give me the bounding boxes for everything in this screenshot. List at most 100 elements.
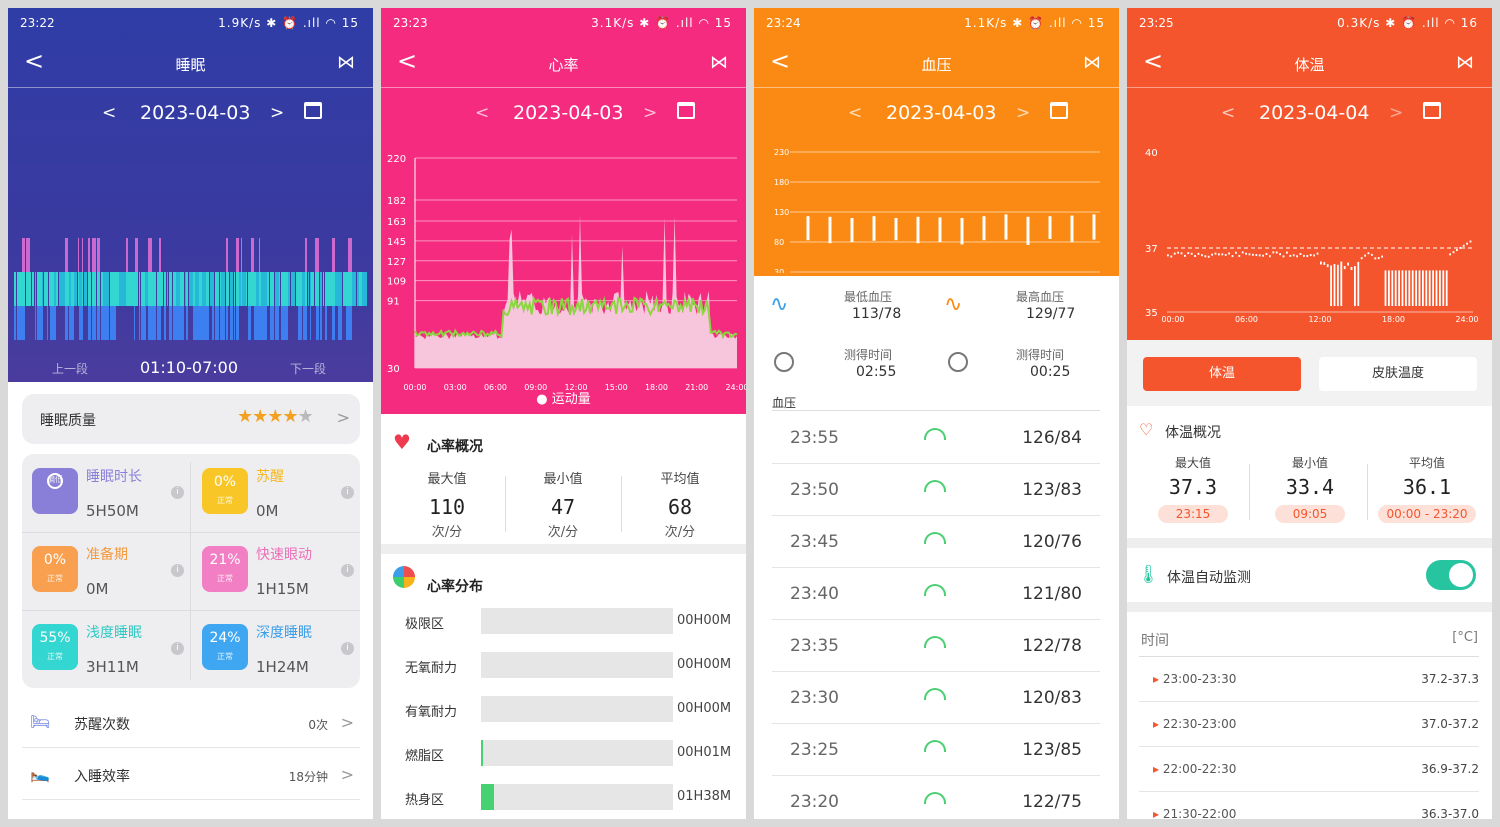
bp-record-row[interactable]: 23:50 123/83 [772, 464, 1100, 516]
rem-stage-bar [259, 238, 260, 272]
info-icon[interactable]: i [171, 642, 184, 655]
rem-stage-bar [305, 238, 307, 272]
sleep-quality-card[interactable]: 睡眠质量 ★★★★★ > [22, 394, 360, 444]
back-icon[interactable]: < [1143, 47, 1164, 75]
auto-monitor-toggle[interactable] [1426, 560, 1476, 590]
chevron-right-icon: > [340, 765, 354, 784]
share-icon[interactable]: ⋈ [1456, 52, 1474, 73]
info-icon[interactable]: i [341, 564, 354, 577]
bp-record-row[interactable]: 23:55 126/84 [772, 412, 1100, 464]
sleep-stat-0[interactable]: 偏低 睡眠时长 5H50M i [22, 454, 190, 532]
deep-stage-bar [348, 306, 352, 340]
next-date-button[interactable]: > [270, 103, 285, 123]
calendar-icon[interactable] [677, 102, 695, 119]
info-icon[interactable]: i [171, 564, 184, 577]
calendar-icon[interactable] [1423, 102, 1441, 119]
calendar-icon[interactable] [304, 102, 322, 119]
temp-value: 37.2-37.3 [1421, 672, 1479, 686]
deep-stage-bar [316, 306, 319, 340]
back-icon[interactable]: < [397, 47, 418, 75]
col-unit-header: [°C] [1452, 630, 1478, 645]
prev-date-button[interactable]: < [475, 103, 490, 123]
blood-pressure-chart: 230 180 130 80 30 [774, 148, 1100, 273]
deep-stage-bar [110, 306, 111, 340]
temp-record-row[interactable]: 22:30-23:00 37.0-37.2 [1139, 703, 1479, 747]
status-icons: 1.9K/s ✱ ⏰ .ıll ◠ 15 [218, 16, 359, 30]
next-date-button[interactable]: > [1016, 103, 1031, 123]
info-icon[interactable]: i [341, 642, 354, 655]
bp-record-row[interactable]: 23:35 122/78 [772, 620, 1100, 672]
heart-distribution-section: 心率分布 极限区 00H00M 无氧耐力 00H00M 有氧耐力 00H00M 燃脂区 00H… [381, 554, 746, 819]
light-stage-bar [82, 272, 83, 306]
bp-time: 23:45 [790, 532, 839, 552]
temp-record-row[interactable]: 22:00-22:30 36.9-37.2 [1139, 748, 1479, 792]
wake-count-row[interactable]: 🛏 苏醒次数 0次 > [22, 698, 360, 748]
prev-segment-button[interactable]: 上一段 [52, 362, 89, 376]
share-icon[interactable]: ⋈ [1083, 52, 1101, 73]
rem-stage-bar [82, 238, 83, 272]
temp-bar [1238, 254, 1241, 257]
back-icon[interactable]: < [770, 47, 791, 75]
calendar-icon[interactable] [1050, 102, 1068, 119]
share-icon[interactable]: ⋈ [710, 52, 728, 73]
next-date-button[interactable]: > [643, 103, 658, 123]
next-date-button[interactable]: > [1389, 103, 1404, 123]
sleep-stat-3[interactable]: 21% 正常 快速眼动 1H15M i [192, 532, 360, 610]
zone-bar [481, 652, 673, 678]
heart-icon: ♥ [393, 430, 411, 454]
sleep-stat-1[interactable]: 0% 正常 苏醒 0M i [192, 454, 360, 532]
light-stage-bar [332, 272, 335, 306]
prev-date-button[interactable]: < [102, 103, 117, 123]
bp-record-row[interactable]: 23:30 120/83 [772, 672, 1100, 724]
light-stage-bar [32, 272, 34, 306]
bp-record-row[interactable]: 23:20 122/75 [772, 776, 1100, 819]
light-stage-bar [359, 272, 362, 306]
prev-date-button[interactable]: < [1221, 103, 1236, 123]
temp-record-row[interactable]: 21:30-22:00 36.3-37.0 [1139, 793, 1479, 819]
bp-record-row[interactable]: 23:25 123/85 [772, 724, 1100, 776]
bp-hero [754, 8, 1119, 276]
tab-skin-temperature[interactable]: 皮肤温度 [1319, 357, 1477, 391]
deep-stage-bar [82, 306, 83, 340]
sleep-stat-5[interactable]: 24% 正常 深度睡眠 1H24M i [192, 610, 360, 688]
stat-badge: 21% 正常 [202, 546, 248, 592]
temp-record-row[interactable]: 23:00-23:30 37.2-37.3 [1139, 658, 1479, 702]
distribution-title: 心率分布 [427, 579, 483, 595]
rem-stage-bar [332, 238, 335, 272]
bp-record-row[interactable]: 23:45 120/76 [772, 516, 1100, 568]
back-icon[interactable]: < [24, 47, 45, 75]
rem-stage-bar [226, 238, 228, 272]
share-icon[interactable]: ⋈ [337, 52, 355, 73]
light-stage-bar [49, 272, 50, 306]
deep-stage-bar [157, 306, 159, 340]
temp-bar [1415, 270, 1417, 306]
temp-bar [1445, 270, 1448, 306]
light-stage-bar [68, 272, 69, 306]
sleep-efficiency-row[interactable]: 🛌 入睡效率 18分钟 > [22, 750, 360, 800]
temp-bar [1347, 262, 1349, 266]
tab-body-temperature[interactable]: 体温 [1143, 357, 1301, 391]
deep-stage-bar [54, 306, 56, 340]
temp-bar [1394, 270, 1397, 306]
prev-date-button[interactable]: < [848, 103, 863, 123]
info-icon[interactable]: i [341, 486, 354, 499]
rem-stage-bar [236, 238, 239, 272]
light-stage-bar [131, 272, 134, 306]
light-stage-bar [157, 272, 159, 306]
info-icon[interactable]: i [171, 486, 184, 499]
bp-time: 23:30 [790, 688, 839, 708]
temp-bar [1360, 257, 1363, 260]
temp-bar [1258, 254, 1261, 257]
bp-value: 123/83 [1022, 480, 1082, 500]
sleep-stat-2[interactable]: 0% 正常 准备期 0M i [22, 532, 190, 610]
status-bar: 23:24 1.1K/s ✱ ⏰ .ıll ◠ 15 [754, 8, 1119, 38]
sleep-stat-4[interactable]: 55% 正常 浅度睡眠 3H11M i [22, 610, 190, 688]
page-title: 体温 [1294, 56, 1325, 74]
next-segment-button[interactable]: 下一段 [290, 362, 327, 376]
chevron-right-icon: > [340, 713, 354, 732]
light-stage-bar [311, 272, 314, 306]
date-selector: < 2023-04-03 > [8, 100, 373, 128]
light-stage-bar [71, 272, 74, 306]
bp-record-row[interactable]: 23:40 121/80 [772, 568, 1100, 620]
light-stage-bar [37, 272, 40, 306]
